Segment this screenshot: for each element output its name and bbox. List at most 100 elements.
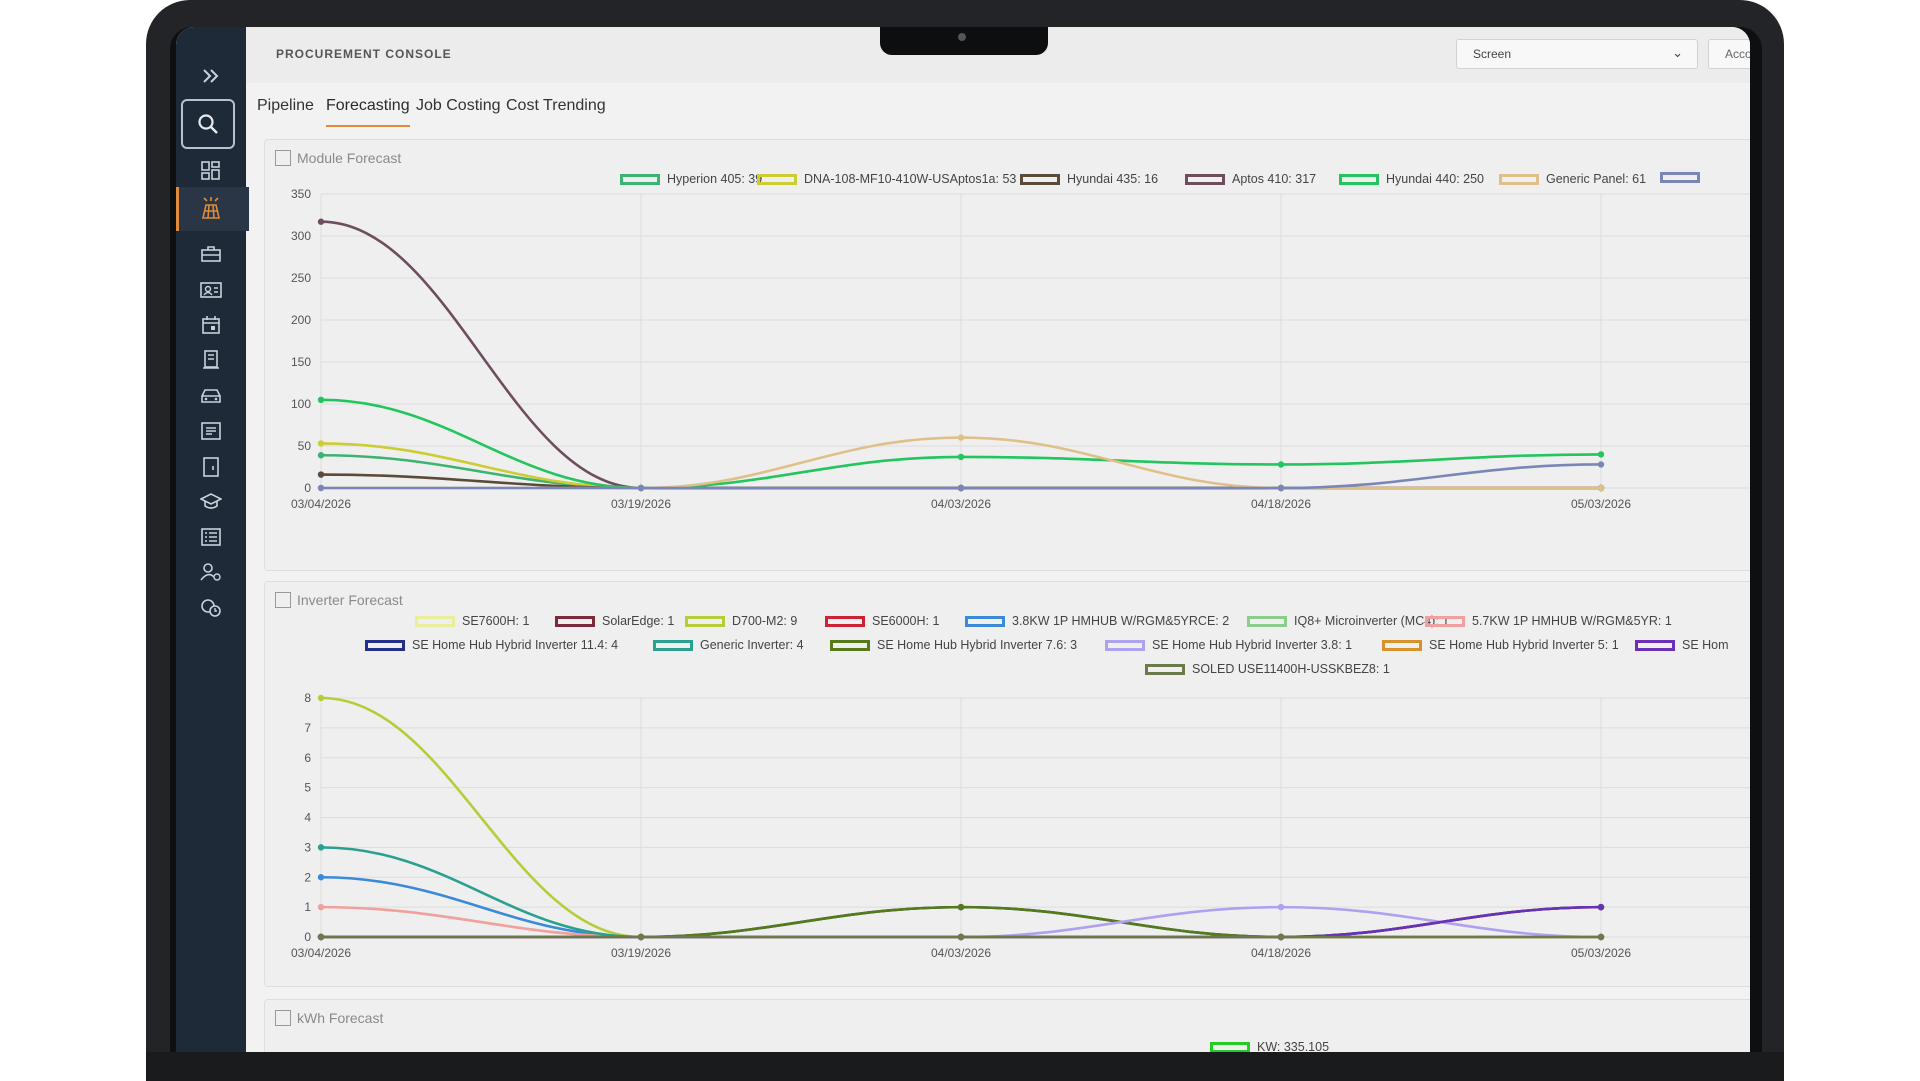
legend-swatch — [965, 615, 1005, 627]
legend-item[interactable]: D700-M2: 9 — [685, 614, 797, 628]
solar-panel-icon[interactable] — [196, 195, 226, 221]
briefcase-icon[interactable] — [196, 241, 226, 267]
data-point[interactable] — [637, 484, 645, 492]
chart-icon — [275, 150, 291, 166]
graduation-icon[interactable] — [196, 489, 226, 515]
inverter-forecast-header: Inverter Forecast — [275, 592, 403, 608]
data-point[interactable] — [1597, 451, 1605, 458]
dashboard-icon[interactable] — [196, 158, 226, 184]
legend-item[interactable]: 3.8KW 1P HMHUB W/RGM&5YRCE: 2 — [965, 614, 1229, 628]
legend-item[interactable]: SE7600H: 1 — [415, 614, 529, 628]
legend-item[interactable]: Aptos 410: 317 — [1185, 172, 1316, 186]
user-time-icon[interactable] — [196, 595, 226, 621]
data-point[interactable] — [1277, 461, 1285, 468]
data-point[interactable] — [317, 903, 325, 911]
user-settings-icon[interactable] — [196, 559, 226, 585]
legend-item[interactable]: Generic Panel: 61 — [1499, 172, 1646, 186]
legend-item[interactable]: Generic Inverter: 4 — [653, 638, 804, 652]
legend-item[interactable]: Hyundai 435: 16 — [1020, 172, 1158, 186]
account-button[interactable]: Acco — [1708, 39, 1750, 69]
car-icon[interactable] — [196, 383, 226, 409]
x-tick-label: 03/19/2026 — [611, 497, 671, 511]
legend-swatch — [1145, 663, 1185, 675]
chevron-down-icon: ⌄ — [1672, 45, 1683, 60]
screen-select[interactable]: Screen ⌄ — [1456, 39, 1698, 69]
legend-item[interactable]: Hyperion 405: 39 — [620, 172, 762, 186]
data-point[interactable] — [1597, 903, 1605, 911]
legend-item[interactable]: DNA-108-MF10-410W-USAptos1a: 53 — [757, 172, 1016, 186]
y-tick-label: 100 — [291, 397, 311, 411]
data-point[interactable] — [317, 844, 325, 851]
legend-item[interactable]: SE Home Hub Hybrid Inverter 3.8: 1 — [1105, 638, 1352, 652]
sidebar-item-active[interactable] — [176, 187, 249, 231]
data-point[interactable] — [1277, 484, 1285, 492]
kwh-forecast-title: kWh Forecast — [297, 1010, 384, 1026]
data-point[interactable] — [637, 933, 645, 941]
list-icon[interactable] — [196, 418, 226, 444]
legend-label: 5.7KW 1P HMHUB W/RGM&5YR: 1 — [1472, 614, 1672, 628]
tab-job-costing[interactable]: Job Costing — [416, 97, 501, 114]
laptop-base — [146, 1052, 1784, 1081]
legend-swatch — [1382, 639, 1422, 651]
data-point[interactable] — [317, 694, 325, 702]
legend-item[interactable]: SE Home Hub Hybrid Inverter 11.4: 4 — [365, 638, 618, 652]
app-screen: PROCUREMENT CONSOLE Screen ⌄ Acco Pipeli… — [176, 27, 1750, 1052]
y-tick-label: 1 — [304, 900, 311, 914]
contact-card-icon[interactable] — [196, 277, 226, 303]
legend-label: SE Hom — [1682, 638, 1729, 652]
data-point[interactable] — [957, 933, 965, 941]
data-point[interactable] — [317, 452, 325, 459]
legend-item[interactable]: Hyundai 440: 250 — [1339, 172, 1484, 186]
data-point[interactable] — [317, 218, 325, 225]
legend-swatch — [653, 639, 693, 651]
legend-swatch — [1247, 615, 1287, 627]
chart-icon — [275, 592, 291, 608]
legend-label: KW: 335.105 — [1257, 1040, 1330, 1052]
data-point[interactable] — [317, 933, 325, 941]
tab-cost-trending[interactable]: Cost Trending — [506, 97, 606, 114]
legend-item[interactable]: SE Hom — [1635, 638, 1729, 652]
data-point[interactable] — [957, 484, 965, 492]
tablet-icon[interactable] — [196, 454, 226, 480]
data-point[interactable] — [1597, 461, 1605, 468]
module-forecast-header: Module Forecast — [275, 150, 401, 166]
data-point[interactable] — [317, 484, 325, 492]
y-tick-label: 6 — [304, 751, 311, 765]
legend-label: SE Home Hub Hybrid Inverter 11.4: 4 — [412, 638, 619, 652]
legend-item[interactable] — [1660, 172, 1707, 183]
x-tick-label: 04/03/2026 — [931, 497, 991, 511]
legend-item[interactable]: SE Home Hub Hybrid Inverter 7.6: 3 — [830, 638, 1077, 652]
checklist-icon[interactable] — [196, 524, 226, 550]
screen-select-value: Screen — [1473, 47, 1512, 61]
legend-label: SE Home Hub Hybrid Inverter 7.6: 3 — [877, 638, 1078, 652]
y-tick-label: 8 — [304, 691, 311, 705]
y-tick-label: 50 — [298, 439, 312, 453]
data-point[interactable] — [957, 434, 965, 441]
tab-forecasting[interactable]: Forecasting — [326, 97, 410, 127]
document-icon[interactable] — [196, 347, 226, 373]
data-point[interactable] — [317, 396, 325, 403]
legend-item[interactable]: 5.7KW 1P HMHUB W/RGM&5YR: 1 — [1425, 614, 1672, 628]
data-point[interactable] — [1277, 933, 1285, 941]
data-point[interactable] — [317, 440, 325, 447]
data-point[interactable] — [317, 874, 325, 881]
legend-item[interactable]: IQ8+ Microinverter (MC4): 1 — [1247, 614, 1449, 628]
data-point[interactable] — [957, 903, 965, 911]
calendar-icon[interactable] — [196, 312, 226, 338]
expand-icon[interactable] — [196, 63, 226, 89]
legend-label: SE Home Hub Hybrid Inverter 3.8: 1 — [1152, 638, 1353, 652]
data-point[interactable] — [957, 453, 965, 461]
tab-pipeline[interactable]: Pipeline — [257, 97, 314, 114]
data-point[interactable] — [1597, 484, 1605, 492]
data-point[interactable] — [1597, 933, 1605, 941]
legend-item[interactable]: SolarEdge: 1 — [555, 614, 674, 628]
legend-item[interactable]: SE6000H: 1 — [825, 614, 939, 628]
search-button[interactable] — [181, 99, 235, 149]
data-point[interactable] — [317, 471, 325, 478]
legend-item[interactable]: SOLED USE11400H-USSKBEZ8: 1 — [1145, 662, 1390, 676]
legend-label: DNA-108-MF10-410W-USAptos1a: 53 — [804, 172, 1017, 186]
legend-item[interactable]: SE Home Hub Hybrid Inverter 5: 1 — [1382, 638, 1619, 652]
data-point[interactable] — [1277, 903, 1285, 911]
legend-item[interactable]: KW: 335.105 — [1210, 1040, 1329, 1052]
legend-swatch — [1105, 639, 1145, 651]
